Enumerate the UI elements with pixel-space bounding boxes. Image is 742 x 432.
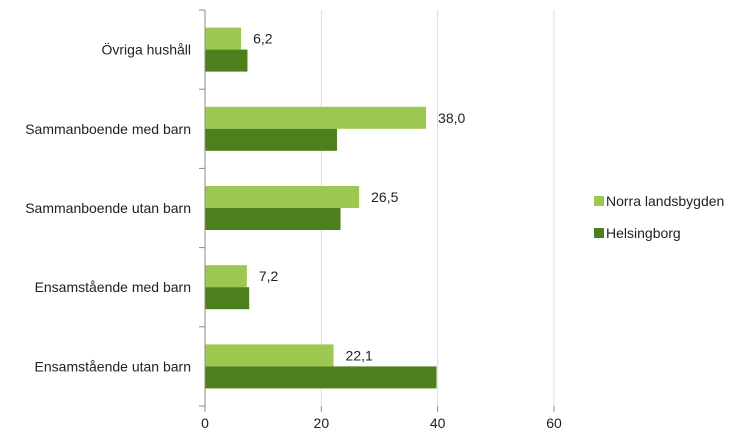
data-label: 6,2 bbox=[253, 31, 273, 47]
category-label: Övriga hushåll bbox=[102, 41, 192, 58]
bar-helsingborg bbox=[205, 128, 338, 151]
bar-helsingborg bbox=[205, 366, 437, 389]
data-labels: 6,2 38,0 26,5 7,2 22,1 bbox=[253, 31, 465, 364]
tick-labels: 0 20 40 60 bbox=[201, 415, 562, 431]
category-label: Ensamstående utan barn bbox=[35, 358, 191, 374]
legend-swatch bbox=[594, 196, 604, 206]
x-tick-label: 60 bbox=[546, 415, 562, 431]
x-tick-label: 0 bbox=[201, 415, 209, 431]
bar-helsingborg bbox=[205, 49, 248, 72]
category-labels: Övriga hushåll Sammanboende med barn Samma… bbox=[25, 41, 191, 375]
legend-label: Helsingborg bbox=[606, 225, 681, 241]
data-label: 7,2 bbox=[259, 268, 279, 284]
legend-swatch bbox=[594, 228, 604, 238]
category-label: Ensamstående med barn bbox=[35, 279, 191, 295]
bar-helsingborg bbox=[205, 287, 250, 310]
data-label: 26,5 bbox=[371, 189, 398, 205]
legend: Norra landsbygden Helsingborg bbox=[594, 193, 724, 241]
bar-norra-landsbygden bbox=[205, 344, 334, 367]
category-label: Sammanboende med barn bbox=[25, 121, 191, 137]
bar-norra-landsbygden bbox=[205, 186, 360, 208]
bar-norra-landsbygden bbox=[205, 27, 242, 50]
data-label: 38,0 bbox=[438, 110, 465, 126]
data-label: 22,1 bbox=[346, 347, 373, 363]
axes bbox=[199, 9, 555, 412]
bar-norra-landsbygden bbox=[205, 265, 247, 288]
legend-label: Norra landsbygden bbox=[606, 193, 724, 209]
bars bbox=[205, 27, 437, 389]
category-label: Sammanboende utan barn bbox=[25, 200, 191, 216]
x-tick-label: 20 bbox=[314, 415, 330, 431]
x-tick-label: 40 bbox=[430, 415, 446, 431]
bar-helsingborg bbox=[205, 208, 341, 230]
bar-norra-landsbygden bbox=[205, 106, 427, 129]
